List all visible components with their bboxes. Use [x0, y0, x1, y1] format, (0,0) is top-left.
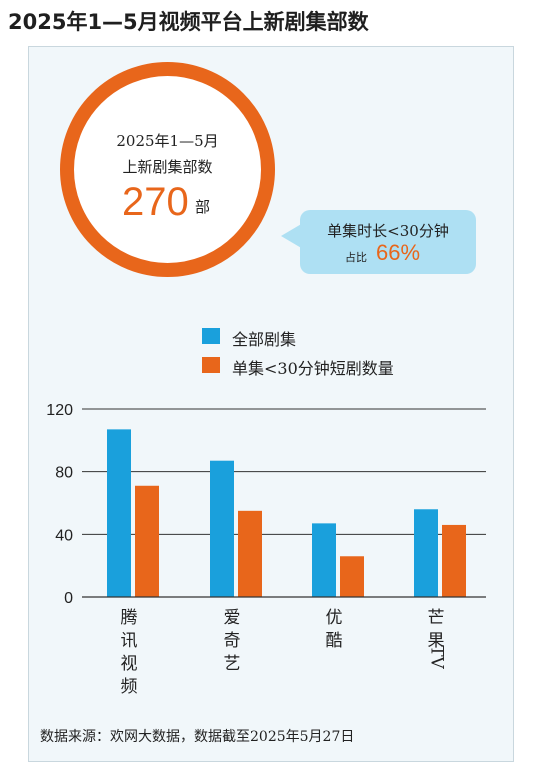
- x-tick-label-char: 艺: [224, 654, 241, 674]
- callout-tail: [281, 223, 303, 249]
- summary-line1: 2025年1—5月: [116, 132, 219, 150]
- callout-bubble: [300, 210, 476, 274]
- bar-all: [210, 460, 234, 597]
- summary-total: 270: [122, 180, 189, 224]
- x-tick-label-part: TV: [427, 645, 447, 669]
- x-tick-label-char: 讯: [121, 631, 138, 651]
- x-tick-label-char: 爱: [224, 608, 241, 628]
- bar-all: [107, 429, 131, 597]
- callout-percent: 66%: [376, 240, 421, 265]
- x-tick-label-char: 优: [326, 608, 343, 628]
- bar-all: [312, 523, 336, 597]
- bar-short: [340, 556, 364, 597]
- chart-title: 2025年1—5月视频平台上新剧集部数: [8, 10, 369, 34]
- x-tick-label-char: 酷: [326, 631, 343, 651]
- legend-swatch-all: [202, 328, 220, 344]
- bar-short: [238, 510, 262, 597]
- x-tick-label-char: 频: [121, 677, 138, 697]
- y-tick-label: 80: [55, 465, 73, 482]
- data-source-note: 数据来源：欢网大数据，数据截至2025年5月27日: [40, 729, 355, 745]
- bar-short: [135, 485, 159, 597]
- callout-prefix: 占比: [345, 251, 367, 264]
- legend-swatch-short: [202, 357, 220, 373]
- x-tick-label-char: 视: [121, 654, 138, 674]
- y-tick-label: 120: [46, 402, 73, 419]
- x-tick-label-char: 芒: [428, 608, 445, 628]
- legend-label-short: 单集<30分钟短剧数量: [232, 359, 394, 378]
- summary-unit: 部: [195, 198, 211, 216]
- bar-short: [442, 524, 466, 597]
- bar-all: [414, 509, 438, 597]
- x-tick-label-char: 果: [428, 631, 445, 651]
- callout-line1: 单集时长<30分钟: [327, 222, 449, 240]
- x-tick-label-char: 腾: [121, 608, 138, 628]
- legend-label-all: 全部剧集: [232, 330, 297, 349]
- summary-line2: 上新剧集部数: [122, 158, 213, 176]
- y-tick-label: 40: [55, 527, 73, 544]
- y-tick-label: 0: [64, 590, 73, 607]
- x-tick-label-char: 奇: [224, 631, 241, 651]
